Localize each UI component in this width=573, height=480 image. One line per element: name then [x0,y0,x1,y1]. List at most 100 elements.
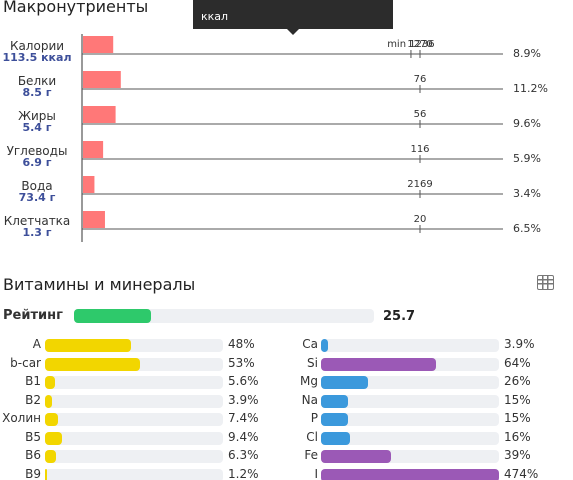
vitamin-track [45,431,223,445]
mineral-name: Mg [300,374,318,388]
macro-amount-label: 113.5 ккал [2,51,71,64]
mineral-percent: 16% [504,429,531,444]
table-icon[interactable] [537,275,554,290]
vitamin-percent: 6.3% [228,448,259,462]
vitamin-name: B1 [25,374,41,388]
vitamin-track [45,468,223,480]
mineral-track [321,357,499,371]
macro-norm-label: 2169 [407,179,432,190]
vitamin-percent: 7.4% [228,411,259,425]
vitamin-fill [45,468,48,480]
vitamin-track [45,394,223,408]
mineral-name: Fe [304,448,318,462]
macro-amount-label: 1.3 г [22,226,51,239]
vitamin-percent: 53% [228,355,255,370]
vitamin-percent: 48% [228,337,255,351]
mineral-percent: 64% [504,355,531,370]
tooltip-text: ккал [201,10,229,23]
mineral-track [321,339,499,352]
vitamin-percent: 1.2% [228,466,259,480]
macro-category-label: Жиры [18,109,56,123]
chart-tooltip: ккал [193,0,393,29]
macro-bar [83,176,95,193]
vitamin-name: A [32,337,41,351]
vitamins-title: Витамины и минералы [3,275,196,294]
rating-track [74,309,374,323]
macro-amount-label: 5.4 г [22,121,51,134]
macro-percent-label: 3.4% [513,187,541,200]
macro-bar [83,71,121,88]
macro-percent-label: 11.2% [513,82,548,95]
mineral-fill [321,413,348,426]
macro-percent-label: 9.6% [513,117,541,130]
mineral-track [321,376,499,389]
mineral-name: Ca [302,337,318,351]
rating-fill [74,309,151,323]
macro-amount-label: 8.5 г [22,86,51,99]
vitamin-name: B5 [25,429,41,444]
vitamin-percent: 9.4% [228,429,259,444]
min-marker-label: min 1236 [387,39,435,50]
mineral-track [321,450,499,463]
macro-bar [83,141,104,158]
vitamin-percent: 3.9% [228,392,259,407]
vitamin-name: B9 [25,466,41,480]
vitamin-fill [45,339,132,352]
mineral-percent: 3.9% [504,337,535,351]
mineral-track [321,394,499,408]
vitamin-fill [45,450,57,463]
macro-category-label: Белки [18,74,56,88]
tooltip-arrow [287,29,299,35]
macro-category-label: Клетчатка [4,214,71,228]
mineral-track [321,468,499,480]
vitamin-name: b-car [10,355,41,370]
mineral-name: Si [307,355,318,370]
macro-percent-label: 8.9% [513,47,541,60]
mineral-percent: 474% [504,466,539,480]
mineral-fill [321,431,350,445]
macro-percent-label: 6.5% [513,222,541,235]
vitamin-fill [45,394,53,408]
vitamin-track [45,413,223,426]
rating-value: 25.7 [383,309,416,324]
mineral-fill [321,339,329,352]
macro-bar [83,106,116,123]
vitamin-track [45,357,223,371]
macro-norm-label: 1270 [407,39,432,50]
mineral-name: P [310,411,318,425]
vitamin-track [45,450,223,463]
mineral-percent: 15% [504,392,531,407]
vitamin-name: B2 [25,392,41,407]
vitamin-track [45,376,223,389]
mineral-percent: 39% [504,448,531,462]
vitamin-name: B6 [25,448,41,462]
mineral-percent: 15% [504,411,531,425]
macros-title: Макронутриенты [3,0,149,16]
vitamin-fill [45,431,62,445]
macro-percent-label: 5.9% [513,152,541,165]
mineral-fill [321,394,348,408]
mineral-percent: 26% [504,374,531,388]
macro-category-label: Калории [10,39,64,53]
mineral-name: I [314,466,318,480]
macro-amount-label: 6.9 г [22,156,51,169]
macro-norm-label: 20 [414,214,427,225]
rating-label: Рейтинг [3,308,63,323]
vitamin-fill [45,357,141,371]
macro-amount-label: 73.4 г [19,191,56,204]
mineral-track [321,431,499,445]
vitamin-percent: 5.6% [228,374,259,388]
macro-norm-label: 76 [414,74,427,85]
macro-bar [83,36,114,53]
mineral-fill [321,450,392,463]
vitamin-fill [45,376,56,389]
mineral-fill [321,376,368,389]
mineral-track [321,413,499,426]
macro-norm-label: 56 [414,109,427,120]
macro-category-label: Углеводы [7,144,68,158]
mineral-name: Cl [306,429,318,444]
macro-norm-label: 116 [410,144,429,155]
macro-bar [83,211,105,228]
vitamin-fill [45,413,59,426]
